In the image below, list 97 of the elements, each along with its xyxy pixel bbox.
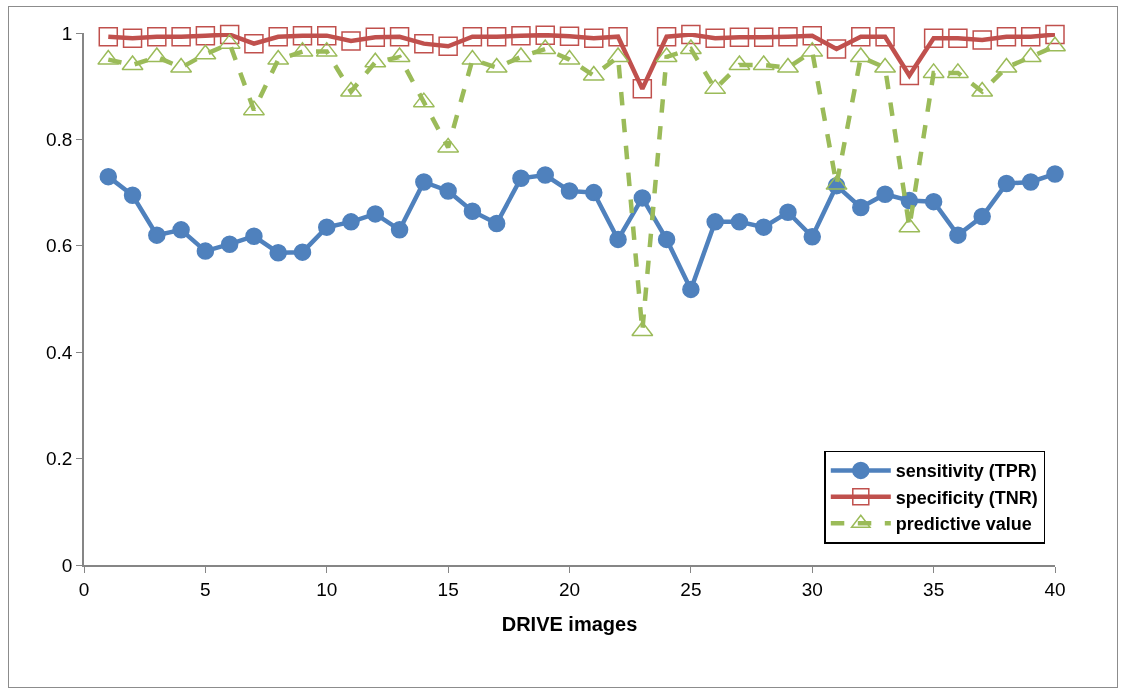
point — [172, 221, 190, 239]
point — [341, 31, 361, 51]
point — [269, 243, 287, 262]
point — [657, 230, 676, 249]
point — [219, 24, 240, 45]
point — [292, 25, 313, 46]
point — [851, 26, 871, 47]
point — [949, 226, 967, 244]
y-tick-label: 0 — [61, 554, 73, 576]
point — [923, 28, 944, 49]
point — [972, 30, 992, 50]
point — [195, 25, 216, 46]
point — [318, 218, 336, 236]
point — [973, 207, 991, 226]
point — [948, 28, 968, 49]
point — [803, 228, 821, 246]
y-tick-label: 0.6 — [46, 235, 73, 257]
point — [681, 24, 701, 45]
point — [463, 202, 482, 220]
point — [559, 26, 580, 46]
point — [560, 182, 579, 200]
x-tick-label: 5 — [200, 578, 211, 600]
point — [122, 28, 143, 49]
x-axis-title: DRIVE images — [501, 612, 638, 635]
point — [148, 226, 166, 244]
point — [293, 243, 312, 261]
point — [414, 33, 434, 54]
point — [656, 26, 677, 47]
point — [729, 27, 750, 48]
point — [608, 26, 628, 47]
x-tick-label: 15 — [437, 578, 459, 600]
point — [1046, 165, 1064, 183]
point — [365, 27, 386, 48]
point — [535, 25, 555, 45]
legend-label: specificity (TNR) — [895, 487, 1038, 508]
point — [268, 26, 288, 47]
point — [753, 27, 774, 48]
point — [705, 28, 725, 49]
point — [899, 65, 920, 86]
point — [99, 167, 118, 186]
point — [802, 25, 822, 46]
point — [487, 214, 506, 233]
point — [609, 230, 627, 249]
point — [633, 189, 652, 207]
y-tick-label: 0.4 — [46, 341, 73, 363]
point — [997, 174, 1016, 193]
point — [390, 221, 409, 239]
x-tick-label: 30 — [801, 578, 823, 600]
point — [875, 26, 895, 47]
point — [244, 33, 264, 54]
point — [245, 227, 263, 245]
point — [706, 213, 724, 231]
point — [486, 26, 507, 47]
point — [171, 26, 191, 47]
legend-label: sensitivity (TPR) — [895, 461, 1037, 482]
point — [996, 26, 1017, 47]
point — [754, 218, 773, 236]
point — [196, 242, 215, 260]
point — [366, 205, 385, 223]
point — [852, 198, 870, 217]
point — [317, 25, 337, 46]
point — [585, 183, 603, 202]
point — [1021, 173, 1040, 191]
y-tick-label: 0.8 — [46, 129, 73, 151]
point — [439, 182, 457, 200]
x-tick-label: 35 — [923, 578, 945, 600]
point — [438, 36, 458, 57]
point — [584, 28, 604, 49]
point — [512, 169, 530, 187]
point — [632, 79, 653, 99]
point — [511, 25, 531, 46]
point — [924, 192, 943, 211]
point — [389, 26, 410, 47]
point — [826, 39, 847, 59]
x-tick-label: 25 — [680, 578, 702, 600]
point — [730, 213, 749, 231]
x-tick-label: 20 — [558, 578, 581, 600]
point — [147, 26, 167, 47]
point — [123, 186, 142, 204]
point — [415, 173, 433, 191]
point — [779, 203, 797, 222]
point — [778, 26, 798, 47]
x-tick-label: 0 — [78, 578, 90, 600]
point — [682, 280, 700, 299]
legend-label: predictive value — [895, 514, 1032, 535]
y-tick-label: 1 — [61, 22, 73, 44]
x-tick-label: 10 — [316, 578, 338, 600]
y-tick-label: 0.2 — [46, 448, 73, 470]
point — [1020, 26, 1041, 47]
point — [876, 185, 894, 203]
point — [98, 26, 119, 47]
x-tick-label: 40 — [1044, 578, 1066, 600]
point — [220, 235, 239, 253]
point — [536, 166, 554, 184]
point — [1045, 24, 1065, 45]
point — [462, 26, 483, 47]
point — [342, 213, 360, 231]
